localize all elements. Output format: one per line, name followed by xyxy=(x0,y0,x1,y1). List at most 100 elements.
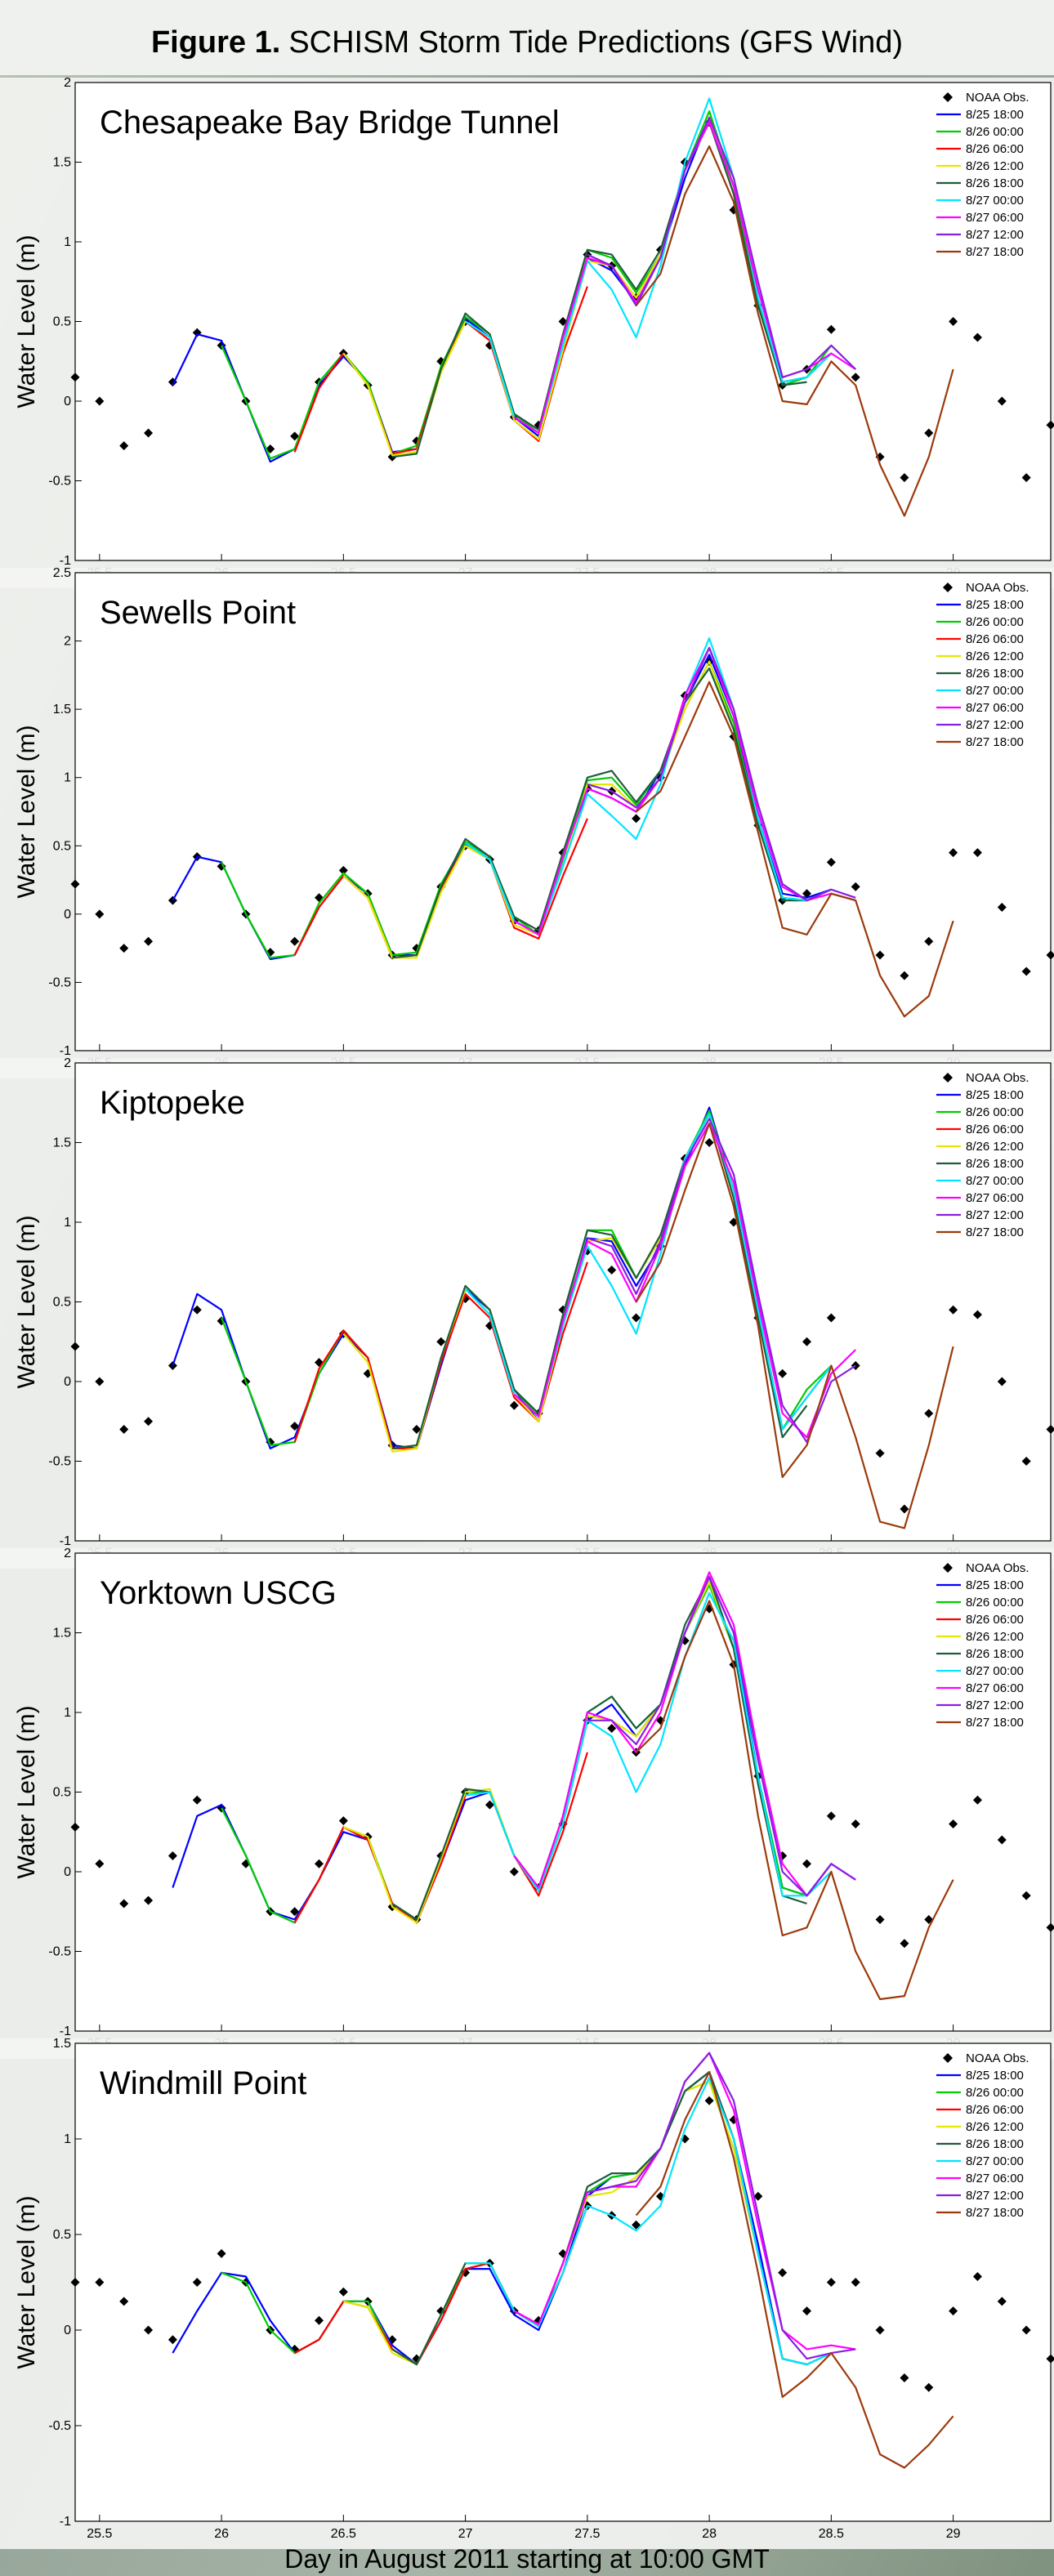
observation-point xyxy=(144,1417,154,1426)
y-tick-label: 2.5 xyxy=(53,566,71,580)
forecast-line xyxy=(587,2051,856,2360)
legend-label: 8/26 12:00 xyxy=(966,2120,1024,2134)
observation-point xyxy=(1046,420,1054,430)
observation-point xyxy=(509,1867,519,1877)
y-tick-label: -0.5 xyxy=(48,1945,71,1959)
observation-point xyxy=(119,2297,129,2306)
x-tick-label: 27 xyxy=(458,2527,473,2541)
observation-point xyxy=(1021,1457,1031,1466)
observation-point xyxy=(412,2354,422,2364)
legend-label: 8/26 18:00 xyxy=(966,1157,1024,1171)
observation-point xyxy=(1021,473,1031,483)
legend-label: 8/27 06:00 xyxy=(966,1191,1024,1205)
y-tick-label: -0.5 xyxy=(48,1455,71,1469)
observation-point xyxy=(338,865,348,875)
observation-point xyxy=(70,1822,80,1832)
observation-point xyxy=(851,2278,860,2287)
y-tick-label: 0.5 xyxy=(53,2228,71,2242)
legend-label: 8/26 18:00 xyxy=(966,2137,1024,2151)
observation-point xyxy=(119,1899,129,1909)
observation-point xyxy=(412,1425,422,1434)
legend-label: 8/27 12:00 xyxy=(966,2189,1024,2203)
legend-label: 8/27 18:00 xyxy=(966,245,1024,259)
forecast-line xyxy=(635,2071,954,2469)
forecast-line xyxy=(635,145,954,517)
observation-point xyxy=(851,1819,860,1828)
legend-label: 8/27 00:00 xyxy=(966,2154,1024,2168)
observation-point xyxy=(778,2268,788,2278)
observation-point xyxy=(144,1895,154,1905)
observation-point xyxy=(851,882,860,891)
observation-point xyxy=(338,2287,348,2297)
legend-label: 8/26 12:00 xyxy=(966,1630,1024,1644)
forecast-line xyxy=(587,1576,856,1897)
y-tick-label: 0 xyxy=(64,1865,71,1879)
plot-area xyxy=(74,1552,1052,2032)
station-name: Chesapeake Bay Bridge Tunnel xyxy=(100,105,560,141)
plot-area xyxy=(74,1062,1052,1542)
forecast-line xyxy=(391,667,807,959)
legend-label: NOAA Obs. xyxy=(966,581,1029,595)
legend-label: 8/27 12:00 xyxy=(966,228,1024,242)
observation-point xyxy=(412,944,422,953)
x-tick-label: 26.5 xyxy=(331,2527,356,2541)
observation-point xyxy=(632,814,641,824)
legend-label: 8/27 00:00 xyxy=(966,1664,1024,1678)
plot-area xyxy=(74,572,1052,1051)
y-tick-label: -1 xyxy=(60,1044,71,1058)
y-tick-label: 1 xyxy=(64,771,71,785)
observation-point xyxy=(997,2297,1007,2306)
legend-label: 8/27 00:00 xyxy=(966,194,1024,208)
station-name: Kiptopeke xyxy=(100,1085,245,1121)
legend-label: 8/26 12:00 xyxy=(966,1140,1024,1154)
observation-point xyxy=(949,317,958,326)
observation-point xyxy=(70,879,80,889)
legend-label: 8/25 18:00 xyxy=(966,1578,1024,1592)
legend-label: 8/27 12:00 xyxy=(966,1699,1024,1712)
observation-point xyxy=(802,2306,811,2316)
observation-point xyxy=(1046,1922,1054,1932)
observation-point xyxy=(997,396,1007,406)
legend-marker xyxy=(943,583,953,592)
legend-label: 8/26 18:00 xyxy=(966,176,1024,190)
y-tick-label: 0.5 xyxy=(53,839,71,853)
legend-label: 8/26 06:00 xyxy=(966,2103,1024,2117)
observation-point xyxy=(1021,2325,1031,2335)
observation-point xyxy=(778,1368,788,1378)
observation-point xyxy=(1046,2354,1054,2364)
observation-point xyxy=(949,1305,958,1315)
observation-point xyxy=(997,903,1007,912)
observation-point xyxy=(949,848,958,858)
legend-label: 8/27 00:00 xyxy=(966,1174,1024,1188)
observation-point xyxy=(290,1422,300,1431)
observation-point xyxy=(704,2096,714,2105)
legend-label: 8/27 12:00 xyxy=(966,1208,1024,1222)
y-tick-label: 0 xyxy=(64,2324,71,2337)
forecast-line xyxy=(391,1576,807,1921)
observation-point xyxy=(972,848,982,858)
legend-marker xyxy=(943,1563,953,1573)
y-axis-label: Water Level (m) xyxy=(13,1215,40,1388)
station-name: Sewells Point xyxy=(100,595,296,631)
x-tick-label: 27.5 xyxy=(574,2527,600,2541)
y-axis-label: Water Level (m) xyxy=(13,725,40,898)
figure-number: Figure 1. xyxy=(151,25,280,60)
observation-point xyxy=(315,2315,324,2325)
legend-label: NOAA Obs. xyxy=(966,1071,1029,1085)
observation-point xyxy=(607,1724,617,1733)
y-tick-label: 1 xyxy=(64,2132,71,2146)
legend-label: 8/26 00:00 xyxy=(966,2086,1024,2100)
observation-point xyxy=(900,1504,909,1514)
panel: 25.5 26 26.5 27 27.5 28 28.5 29 -1 -0.5 0 0.5 1 1.5 Wa… xyxy=(0,2037,1054,2549)
observation-point xyxy=(875,1449,885,1458)
legend-label: 8/27 06:00 xyxy=(966,2172,1024,2185)
y-tick-label: 0 xyxy=(64,395,71,408)
observation-point xyxy=(192,1795,202,1805)
observation-point xyxy=(826,2278,836,2287)
observation-point xyxy=(972,333,982,342)
station-name: Yorktown USCG xyxy=(100,1575,337,1611)
legend-label: NOAA Obs. xyxy=(966,91,1029,105)
x-tick-label: 25.5 xyxy=(87,2527,112,2541)
observation-point xyxy=(338,1816,348,1826)
